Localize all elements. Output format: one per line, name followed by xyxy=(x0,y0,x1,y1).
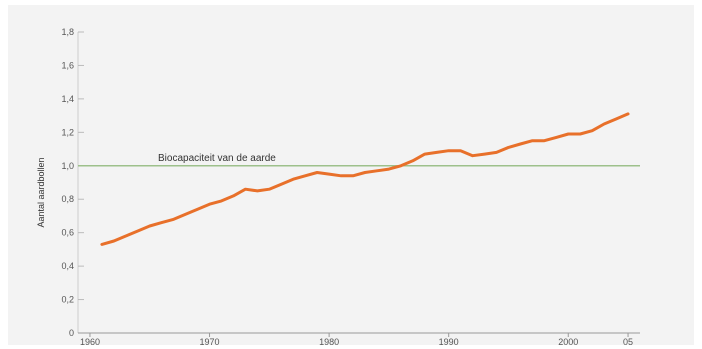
data-point xyxy=(125,235,127,237)
data-point xyxy=(304,175,306,177)
data-point xyxy=(161,222,163,224)
data-point xyxy=(220,200,223,202)
data-point xyxy=(579,133,581,135)
data-point xyxy=(340,175,342,177)
data-point xyxy=(185,213,187,215)
y-tick-label: 1,6 xyxy=(61,60,74,70)
data-point xyxy=(352,175,354,177)
data-point xyxy=(436,151,438,153)
data-point xyxy=(543,140,545,142)
data-point xyxy=(507,146,510,148)
x-tick-label: 05 xyxy=(623,337,633,345)
x-axis: 1960 1970 1980 1990 2000 05 xyxy=(78,332,640,345)
reference-line-group: Biocapaciteit van de aarde xyxy=(78,153,640,167)
series-group xyxy=(100,112,630,246)
data-point xyxy=(460,150,462,152)
y-tick-label: 1,4 xyxy=(61,94,74,104)
data-point xyxy=(519,143,521,145)
data-point xyxy=(472,155,474,157)
y-tick-label: 0,4 xyxy=(61,261,74,271)
data-point xyxy=(137,230,139,232)
data-point xyxy=(292,178,294,180)
data-point xyxy=(555,136,557,138)
data-point xyxy=(316,171,318,174)
data-point xyxy=(197,208,199,210)
data-point xyxy=(244,188,246,190)
data-point xyxy=(495,151,498,153)
data-point xyxy=(113,240,115,242)
data-point xyxy=(448,150,450,152)
data-point xyxy=(256,190,258,192)
data-point xyxy=(603,123,605,125)
y-tick-label: 1,0 xyxy=(61,161,74,171)
data-point xyxy=(484,153,486,155)
x-tick-label: 1960 xyxy=(80,337,100,345)
data-point xyxy=(376,170,378,172)
data-point xyxy=(280,183,282,185)
data-point xyxy=(531,140,534,142)
data-point xyxy=(208,203,211,205)
data-point xyxy=(268,188,270,190)
data-point xyxy=(412,160,414,162)
x-tick-label: 1990 xyxy=(439,337,459,345)
biocapacity-label: Biocapaciteit van de aarde xyxy=(158,153,276,164)
data-point xyxy=(232,195,234,197)
y-tick-label: 1,2 xyxy=(61,127,74,137)
y-tick-label: 0,6 xyxy=(61,228,74,238)
x-tick-label: 1980 xyxy=(319,337,339,345)
data-point xyxy=(388,168,390,170)
data-point xyxy=(400,165,402,167)
data-point xyxy=(101,243,103,245)
x-tick-label: 2000 xyxy=(558,337,578,345)
data-point xyxy=(149,225,151,227)
data-point xyxy=(615,118,617,120)
y-tick-label: 1,8 xyxy=(61,27,74,37)
data-point xyxy=(424,153,426,155)
x-tick-label: 1970 xyxy=(200,337,220,345)
y-axis-title: Aantal aardbollen xyxy=(36,157,46,227)
data-point xyxy=(328,173,330,175)
y-tick-label: 0 xyxy=(69,328,74,338)
y-tick-label: 0,2 xyxy=(61,295,74,305)
chart-panel: 0 0,2 0,4 0,6 0,8 1,0 1,2 1,4 1,6 1,8 1960 1970 198… xyxy=(8,5,694,345)
y-axis: 0 0,2 0,4 0,6 0,8 1,0 1,2 1,4 1,6 1,8 xyxy=(61,27,84,338)
series-line xyxy=(100,112,630,246)
data-point xyxy=(364,171,366,174)
data-point xyxy=(591,130,593,132)
line-chart: 0 0,2 0,4 0,6 0,8 1,0 1,2 1,4 1,6 1,8 1960 1970 198… xyxy=(36,27,640,345)
data-point xyxy=(173,218,175,220)
data-point xyxy=(627,113,629,115)
data-point xyxy=(567,133,569,135)
y-tick-label: 0,8 xyxy=(61,194,74,204)
